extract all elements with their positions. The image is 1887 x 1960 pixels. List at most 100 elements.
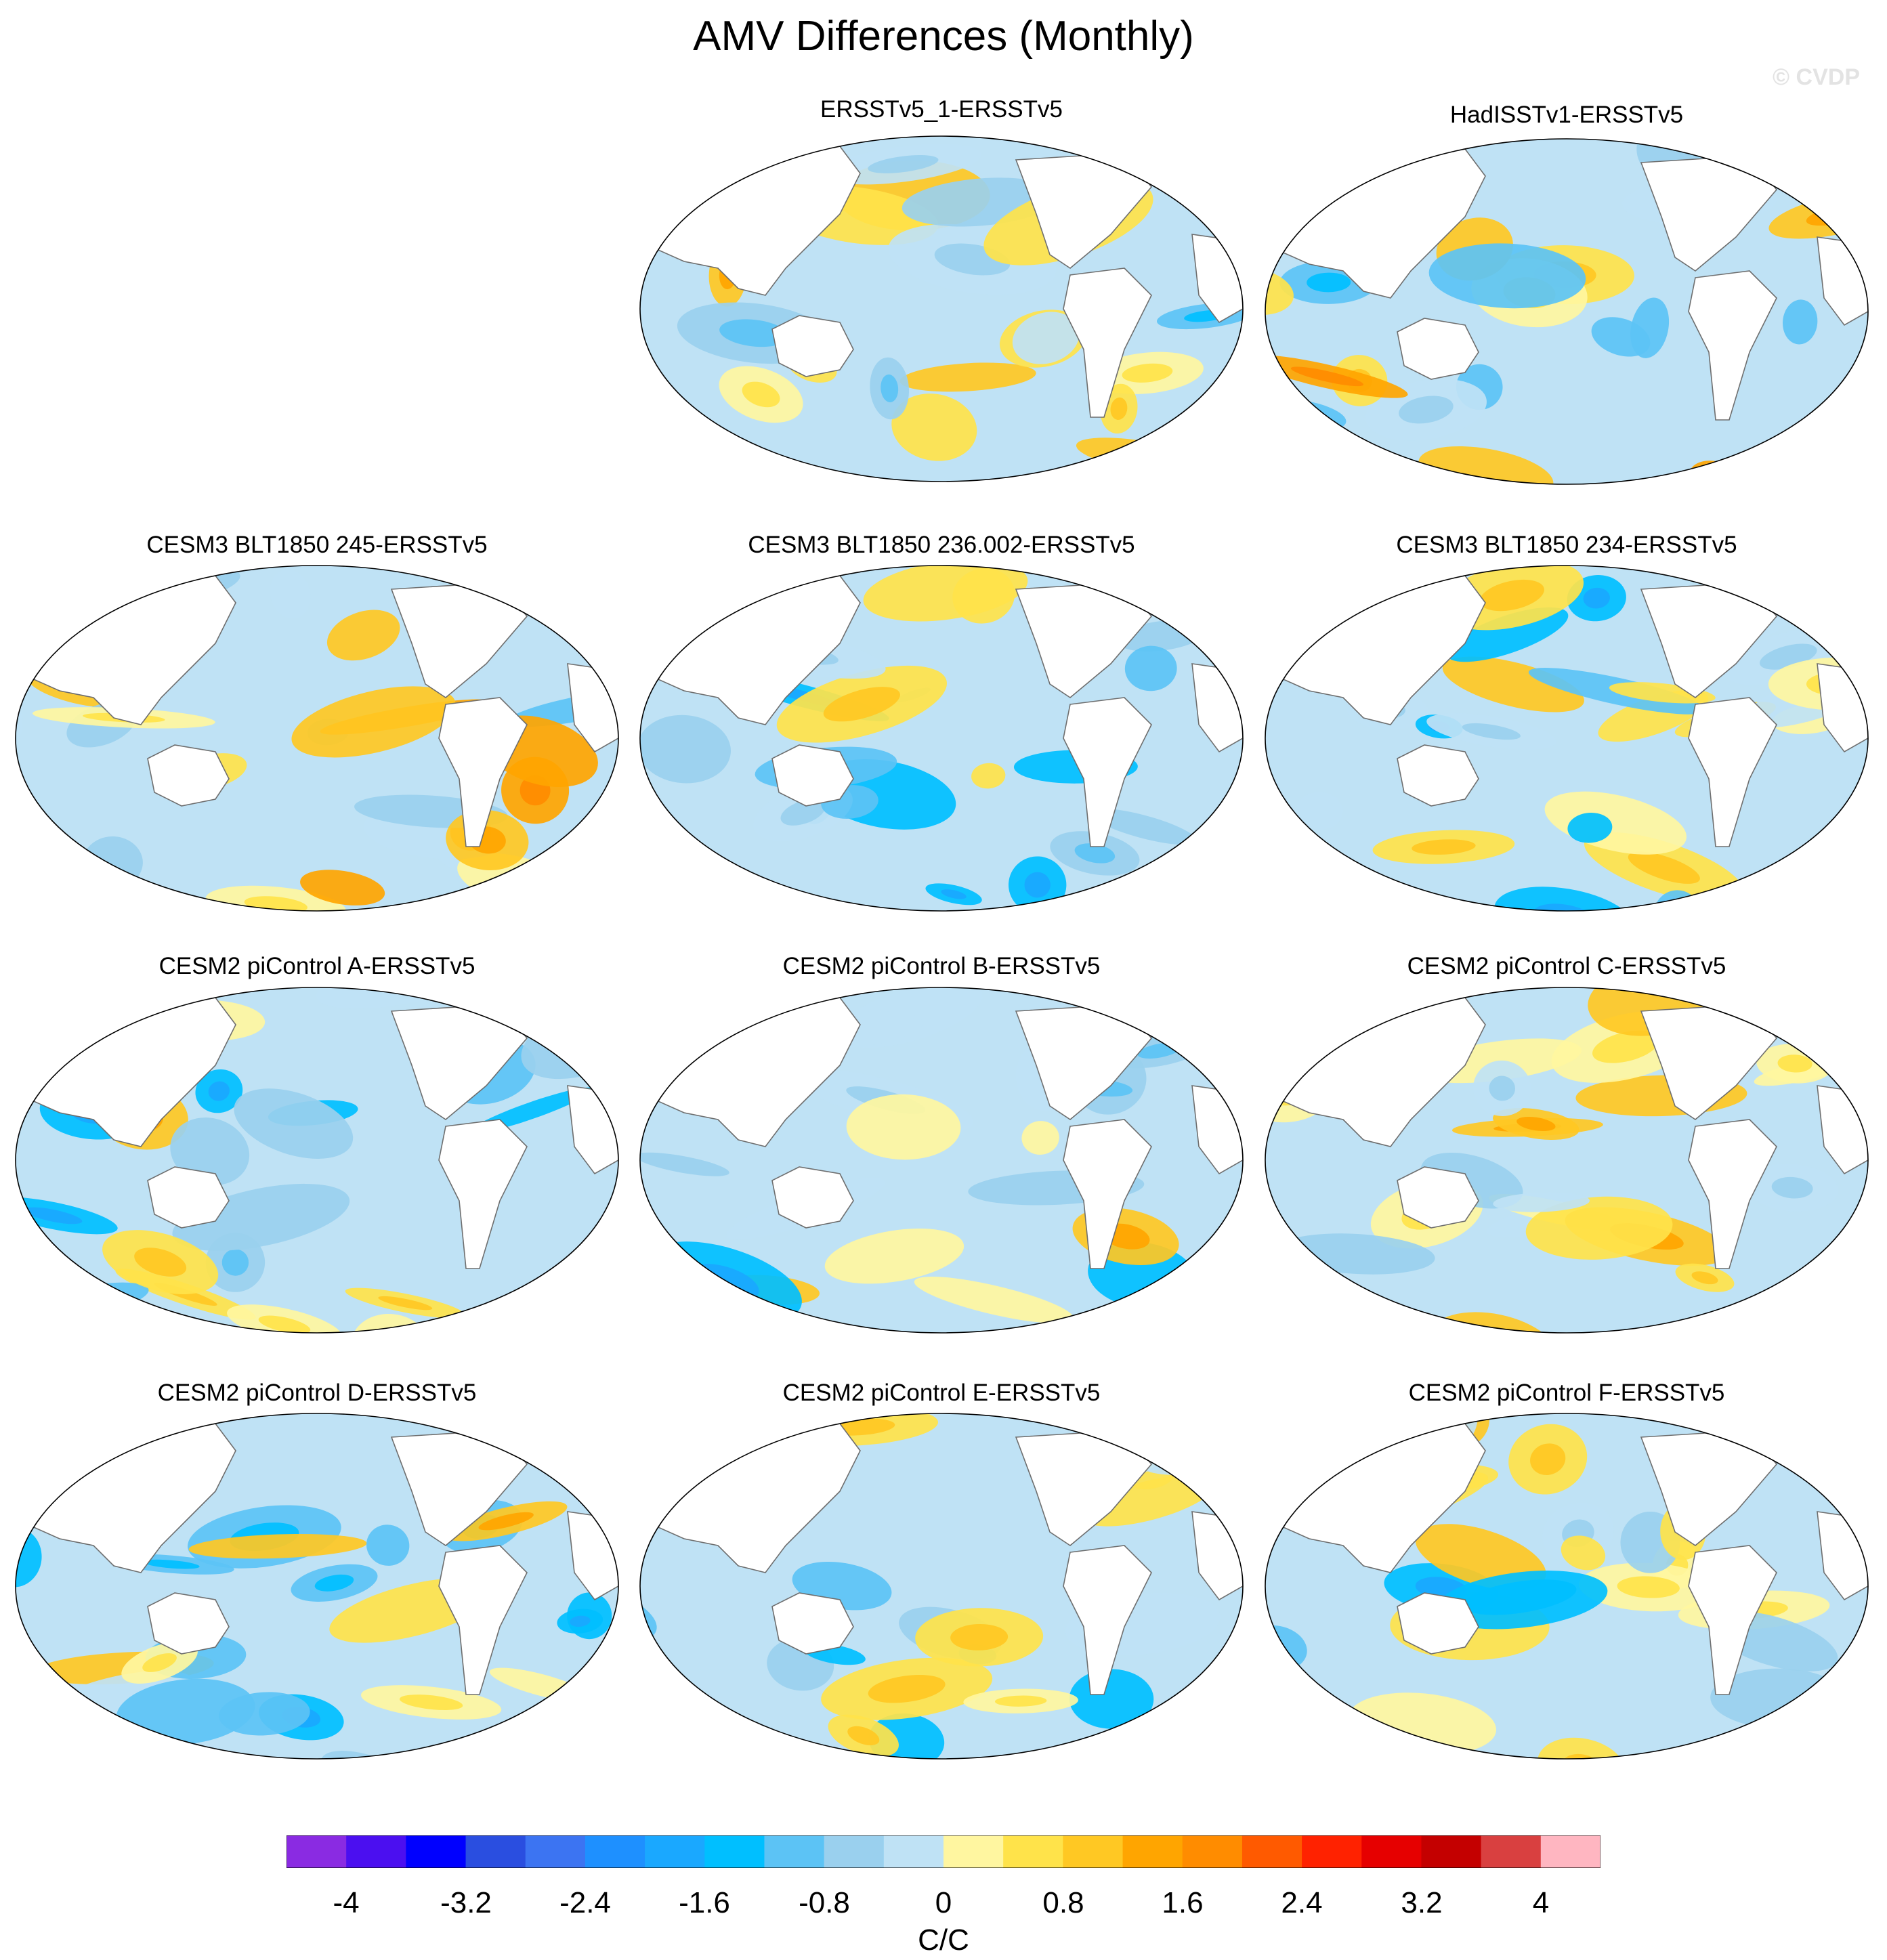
continent-outline <box>771 315 854 377</box>
anomaly-core <box>660 584 723 605</box>
panel-title: CESM3 BLT1850 245-ERSSTv5 <box>146 532 488 558</box>
anomaly-core <box>1110 397 1128 420</box>
anomaly-contour <box>1296 792 1343 830</box>
anomaly-contour <box>316 987 484 1009</box>
anomaly-contour <box>234 1088 354 1159</box>
anomaly-core <box>950 1623 1009 1650</box>
map-border <box>15 1413 619 1760</box>
colorbar-tick-label: 0 <box>935 1886 952 1919</box>
anomaly-contour <box>1265 267 1294 316</box>
map-panel <box>639 135 1244 482</box>
anomaly-core <box>1074 843 1116 864</box>
map-panel <box>639 987 1244 1334</box>
anomaly-core <box>1771 1176 1813 1199</box>
colorbar-tick-label: -0.8 <box>799 1886 850 1919</box>
anomaly-core <box>1024 872 1051 898</box>
anomaly-contour <box>1015 480 1088 519</box>
colorbar-box <box>1361 1835 1422 1868</box>
anomaly-contour <box>116 1678 255 1745</box>
anomaly-core <box>16 594 71 623</box>
anomaly-core <box>378 1296 433 1311</box>
anomaly-core <box>419 933 442 949</box>
anomaly-core <box>1290 366 1364 387</box>
anomaly-contour <box>291 686 456 758</box>
anomaly-core <box>823 687 900 722</box>
anomaly-core <box>1628 851 1700 884</box>
anomaly-contour <box>1076 438 1216 476</box>
colorbar-box <box>1122 1835 1183 1868</box>
anomaly-contour <box>1436 1571 1608 1629</box>
anomaly-core <box>540 987 568 1011</box>
continent-outline <box>147 1166 230 1229</box>
anomaly-core <box>1479 579 1544 612</box>
page-title: AMV Differences (Monthly) <box>693 13 1194 60</box>
colorbar-tick-label: 2.4 <box>1281 1886 1323 1919</box>
anomaly-contour <box>170 1117 250 1186</box>
anomaly-core <box>1114 448 1177 466</box>
panel-title: CESM2 piControl A-ERSSTv5 <box>158 953 475 979</box>
colorbar-box <box>1302 1835 1362 1868</box>
anomaly-core <box>208 1081 230 1101</box>
continent-outline <box>771 1592 854 1655</box>
anomaly-core <box>373 1331 408 1333</box>
anomaly-contour <box>326 610 400 661</box>
map-border <box>15 565 619 912</box>
anomaly-core <box>1702 470 1725 484</box>
anomaly-core <box>258 1315 311 1333</box>
map-panel <box>1265 138 1869 485</box>
map-panel <box>1265 565 1869 912</box>
anomaly-contour <box>270 569 311 619</box>
continent-outline <box>1397 744 1479 807</box>
anomaly-core <box>847 1726 880 1745</box>
panel-title: HadISSTv1-ERSSTv5 <box>1449 102 1684 128</box>
colorbar-box <box>1182 1835 1243 1868</box>
map-border <box>639 565 1244 912</box>
colorbar-tick-label: 4 <box>1532 1886 1550 1919</box>
map-panel <box>1265 1413 1869 1760</box>
anomaly-contour <box>1124 645 1177 691</box>
anomaly-contour <box>640 1152 729 1176</box>
colorbar-box <box>287 1835 347 1868</box>
anomaly-core <box>1592 1030 1659 1063</box>
anomaly-contour <box>438 1753 607 1759</box>
anomaly-contour <box>219 1692 310 1736</box>
colorbar-box <box>1063 1835 1124 1868</box>
map-border <box>639 987 1244 1334</box>
anomaly-core <box>143 1559 200 1569</box>
continent-outline <box>438 1545 528 1695</box>
anomaly-core <box>1617 1576 1680 1598</box>
anomaly-core <box>1399 396 1454 424</box>
continent-outline <box>1063 697 1152 847</box>
panel-title: CESM2 piControl F-ERSSTv5 <box>1408 1380 1725 1406</box>
anomaly-core <box>640 139 687 172</box>
anomaly-contour <box>640 147 776 169</box>
continent-outline <box>147 1592 230 1655</box>
map-border <box>639 135 1244 482</box>
anomaly-core <box>1462 723 1521 740</box>
anomaly-contour <box>1089 808 1197 845</box>
continent-outline <box>771 1166 854 1229</box>
panel-title: CESM2 piControl D-ERSSTv5 <box>157 1380 477 1406</box>
anomaly-core <box>58 1292 114 1310</box>
continent-outline <box>438 697 528 847</box>
anomaly-core <box>221 1249 249 1276</box>
anomaly-contour <box>640 715 731 784</box>
panel-title: ERSSTv5_1-ERSSTv5 <box>820 96 1063 123</box>
anomaly-core <box>780 799 826 826</box>
anomaly-core <box>1489 1075 1516 1101</box>
anomaly-contour <box>681 473 824 482</box>
anomaly-core <box>0 706 9 743</box>
colorbar-box <box>764 1835 825 1868</box>
anomaly-contour <box>587 1021 618 1050</box>
colorbar-units: C/C <box>918 1923 969 1957</box>
anomaly-contour <box>366 1525 410 1566</box>
map-border <box>1265 565 1869 912</box>
anomaly-core <box>742 381 780 408</box>
continent-outline <box>1063 1119 1152 1269</box>
anomaly-core <box>399 1695 463 1710</box>
colorbar-box <box>1003 1835 1063 1868</box>
anomaly-contour <box>891 393 977 461</box>
watermark: © CVDP <box>1773 64 1860 90</box>
panel-title: CESM3 BLT1850 234-ERSSTv5 <box>1396 532 1737 558</box>
map-panel <box>1265 987 1869 1334</box>
